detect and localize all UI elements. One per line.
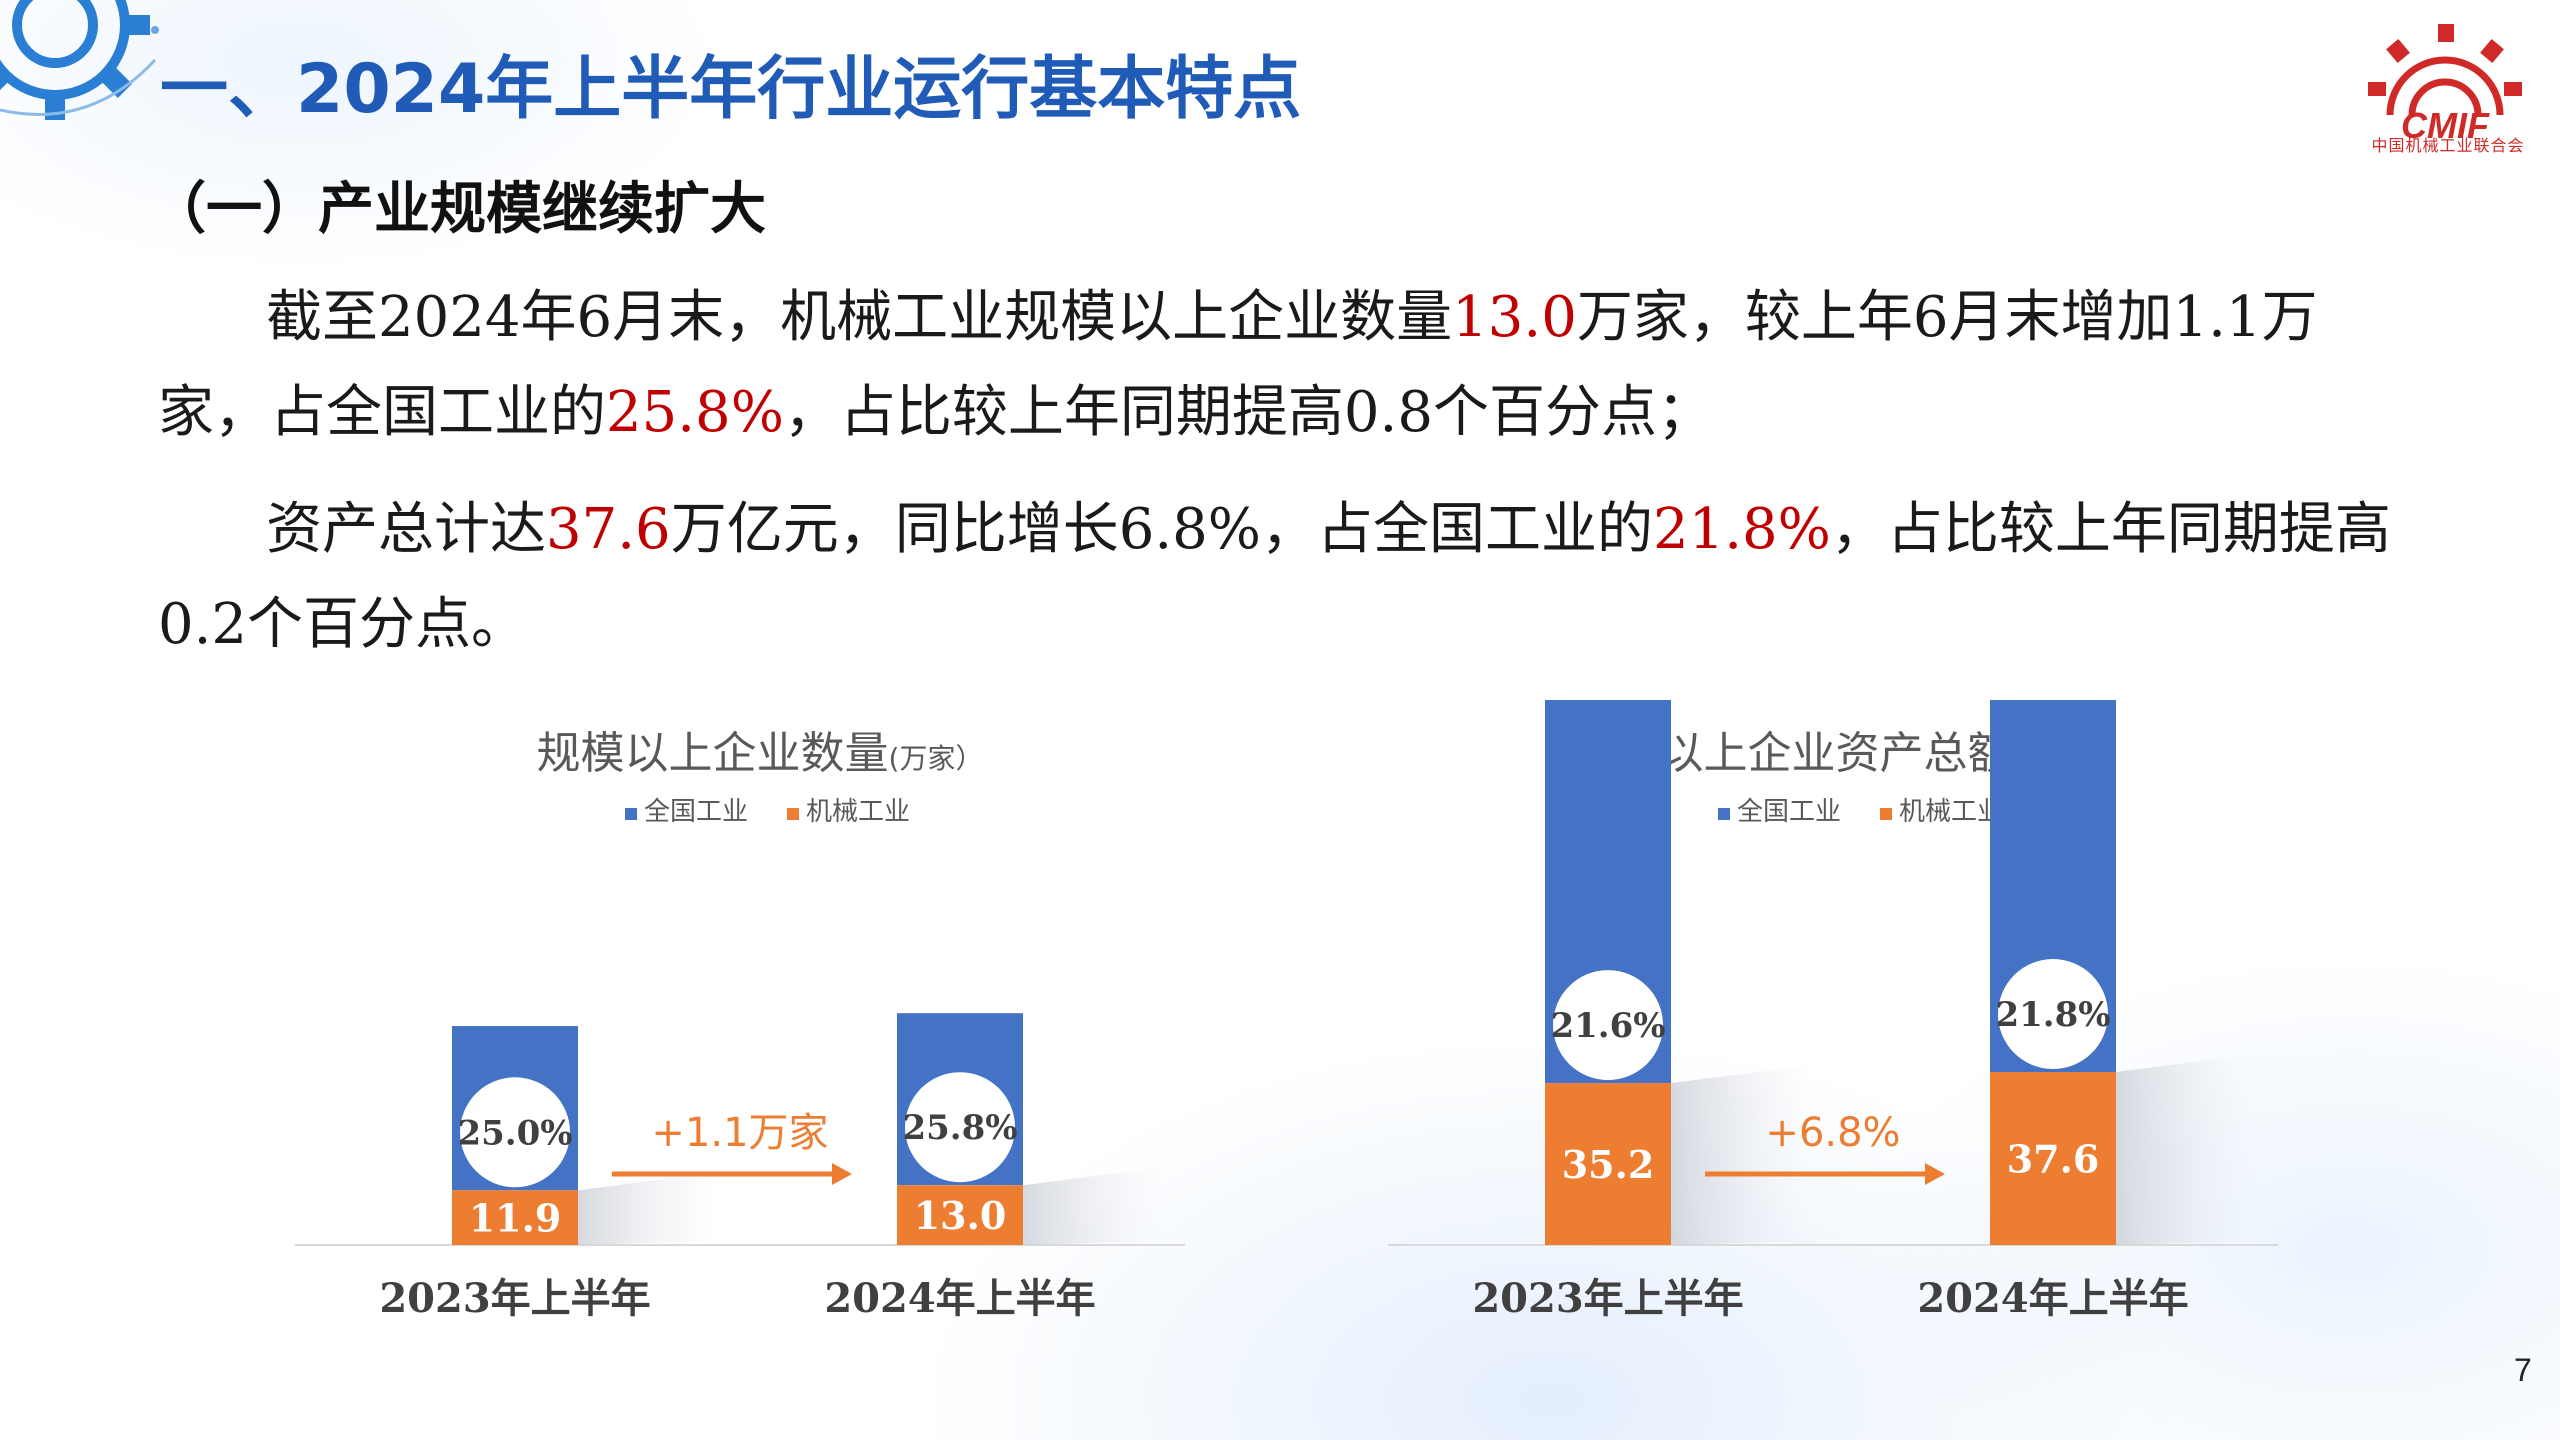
legend-label: 机械工业: [1899, 797, 2003, 827]
section-subtitle: （一）产业规模继续扩大: [150, 177, 766, 242]
growth-annotation: +6.8%: [1765, 1110, 1900, 1156]
bar-shadow: [1023, 1167, 1163, 1245]
paragraph-assets: 资产总计达37.6万亿元，同比增长6.8%，占全国工业的21.8%，占比较上年同…: [158, 482, 2408, 672]
paragraph-enterprise-count: 截至2024年6月末，机械工业规模以上企业数量13.0万家，较上年6月末增加1.…: [158, 270, 2408, 460]
chart-enterprise-count: 规模以上企业数量(万家） 全国工业 机械工业 11.9 25.0% 2023年上半年 13.…: [260, 700, 1260, 1360]
chart-total-assets-svg: 规模以上企业资产总额(万亿元）全国工业机械工业35.221.6%2023年上半年…: [1388, 700, 2278, 1322]
legend-label: 机械工业: [806, 797, 910, 827]
bar-shadow: [578, 1172, 718, 1245]
category-label: 2024年上半年: [824, 1275, 1095, 1322]
bar-value-label: 13.0: [914, 1193, 1007, 1238]
share-circle: [460, 1077, 570, 1188]
growth-arrow-head: [1925, 1163, 1945, 1185]
p2-text-2: 万亿元，同比增长6.8%，占全国工业的: [670, 497, 1653, 562]
logo-caption: 中国机械工业联合会: [2371, 136, 2525, 155]
page-title: 一、2024年上半年行业运行基本特点: [160, 50, 1302, 129]
share-label: 21.6%: [1550, 1006, 1665, 1046]
share-label: 21.8%: [1995, 995, 2110, 1035]
growth-annotation: +1.1万家: [651, 1110, 828, 1156]
legend-label: 全国工业: [644, 797, 748, 827]
legend-swatch-blue: [625, 808, 637, 820]
p1-text-2: 万家，较上年6月末增加1.1万家，占全国工业的: [158, 285, 2318, 445]
bar-machinery-industry: [452, 1190, 578, 1245]
p2-text-3: ，占比较上年同期提高0.2个百分点。: [158, 497, 2391, 657]
legend-swatch-blue: [1718, 808, 1730, 820]
chart-total-assets: 规模以上企业资产总额(万亿元）全国工业机械工业35.221.6%2023年上半年…: [1353, 700, 2353, 1360]
p1-value-1: 13.0: [1452, 285, 1577, 350]
bar-machinery-industry: [1990, 1072, 2116, 1245]
bar-value-label: 37.6: [2007, 1137, 2100, 1182]
page-number: 7: [2514, 1352, 2532, 1388]
share-circle: [1553, 970, 1663, 1081]
legend-swatch-orange: [1880, 808, 1892, 820]
category-label: 2024年上半年: [1917, 1275, 2188, 1322]
p1-value-2: 25.8%: [606, 380, 784, 445]
share-label: 25.8%: [902, 1108, 1017, 1148]
bar-value-label: 11.9: [469, 1196, 562, 1241]
logo-wordmark: CMIF: [2401, 105, 2490, 146]
p1-text-1: 截至2024年6月末，机械工业规模以上企业数量: [266, 285, 1453, 350]
chart-title: 规模以上企业数量(万家）: [537, 728, 984, 779]
p2-value-1: 37.6: [546, 497, 671, 562]
bar-shadow: [1671, 1065, 1811, 1245]
p1-text-3: ，占比较上年同期提高0.8个百分点；: [783, 380, 1713, 445]
bar-machinery-industry: [897, 1185, 1023, 1245]
cmif-logo: CMIF: [2368, 24, 2522, 146]
p2-value-2: 21.8%: [1652, 497, 1831, 562]
share-circle: [905, 1072, 1015, 1183]
bar-shadow: [2116, 1054, 2256, 1245]
bar-value-label: 35.2: [1562, 1142, 1655, 1187]
share-label: 25.0%: [457, 1113, 572, 1153]
category-label: 2023年上半年: [379, 1275, 650, 1322]
gear-decoration-icon: [0, 0, 159, 120]
chart-enterprise-count-svg: 规模以上企业数量(万家） 全国工业 机械工业 11.9 25.0% 2023年上半年 13.…: [295, 728, 1185, 1322]
chart-title-unit: (万家）: [889, 742, 984, 775]
legend-swatch-orange: [787, 808, 799, 820]
growth-arrow-head: [832, 1163, 852, 1185]
legend-label: 全国工业: [1737, 797, 1841, 827]
p2-text-1: 资产总计达: [266, 497, 546, 562]
share-circle: [1998, 959, 2108, 1070]
category-label: 2023年上半年: [1472, 1275, 1743, 1322]
chart-title-text: 规模以上企业数量: [537, 728, 889, 779]
bar-machinery-industry: [1545, 1083, 1671, 1245]
